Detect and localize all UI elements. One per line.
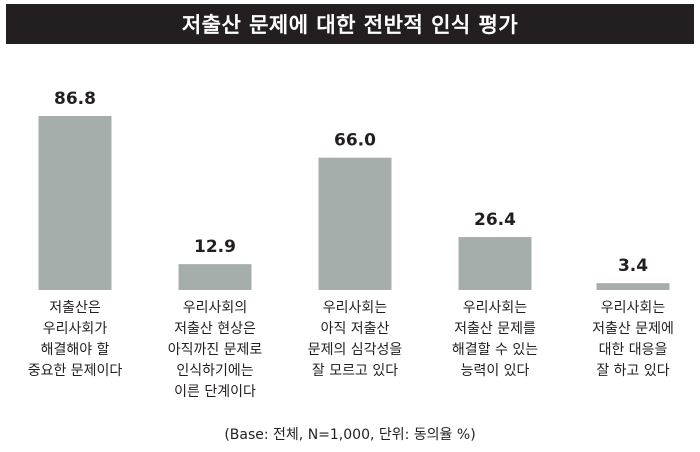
category-label-line: 우리사회의 bbox=[183, 300, 247, 316]
category-label-line: 이른 단계이다 bbox=[174, 384, 256, 400]
category-label-line: 능력이 있다 bbox=[461, 363, 530, 379]
category-label-line: 아직 저출산 bbox=[321, 321, 390, 337]
chart-title: 저출산 문제에 대한 전반적 인식 평가 bbox=[181, 13, 519, 37]
category-label-line: 잘 모르고 있다 bbox=[312, 363, 398, 379]
category-label-line: 저출산 문제를 bbox=[454, 321, 536, 337]
bar-4 bbox=[458, 237, 532, 290]
value-label-3: 66.0 bbox=[334, 131, 376, 151]
base-note: (Base: 전체, N=1,000, 단위: 동의율 %) bbox=[224, 427, 476, 443]
category-label-line: 아직까진 문제로 bbox=[168, 342, 263, 358]
category-label-line: 저출산 현상은 bbox=[174, 321, 256, 337]
category-label-line: 우리사회가 bbox=[43, 321, 108, 337]
category-label-line: 인식하기에는 bbox=[176, 363, 253, 379]
value-label-5: 3.4 bbox=[618, 256, 648, 276]
category-label-line: 해결할 수 있는 bbox=[452, 342, 538, 358]
category-label-line: 저출산은 bbox=[49, 300, 101, 316]
category-label-line: 우리사회는 bbox=[601, 300, 666, 316]
category-label-line: 우리사회는 bbox=[323, 300, 388, 316]
value-label-1: 86.8 bbox=[54, 89, 96, 109]
category-label-line: 해결해야 할 bbox=[41, 342, 110, 358]
category-label-line: 저출산 문제에 bbox=[592, 321, 674, 337]
bar-2 bbox=[178, 264, 252, 290]
value-label-4: 26.4 bbox=[474, 210, 516, 230]
bar-1 bbox=[38, 116, 112, 290]
bar-5 bbox=[596, 283, 670, 290]
category-label-line: 대한 대응을 bbox=[599, 342, 668, 358]
category-label-line: 문제의 심각성을 bbox=[308, 342, 403, 358]
value-label-2: 12.9 bbox=[194, 237, 236, 257]
category-label-line: 잘 하고 있다 bbox=[596, 363, 669, 379]
bar-3 bbox=[318, 157, 392, 290]
category-label-line: 우리사회는 bbox=[463, 300, 528, 316]
category-label-line: 중요한 문제이다 bbox=[28, 363, 123, 379]
chart-title-bar: 저출산 문제에 대한 전반적 인식 평가 bbox=[6, 4, 694, 44]
